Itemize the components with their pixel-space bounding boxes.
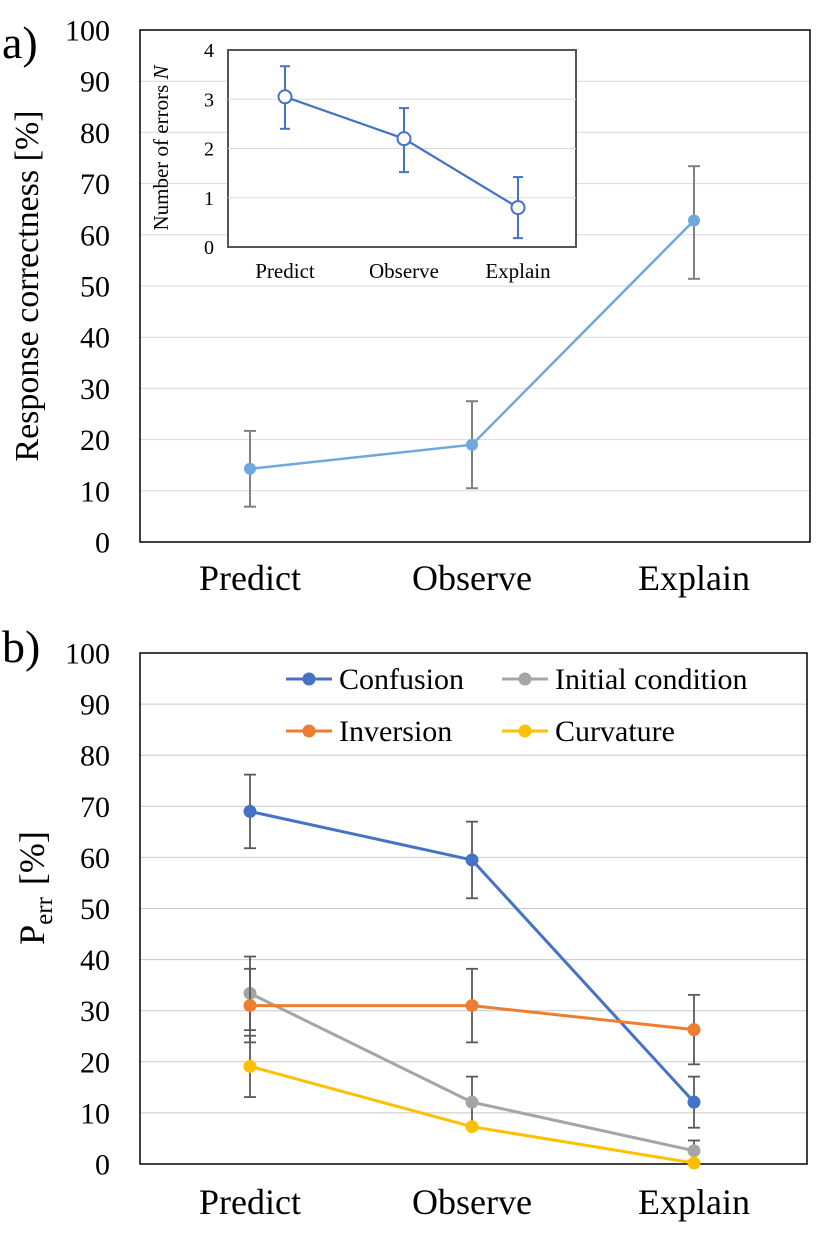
inset-x-tick-labels: Predict Observe Explain <box>255 259 551 283</box>
panel-a-plot-frame <box>139 29 811 543</box>
data-point <box>243 804 257 818</box>
data-point <box>243 1059 257 1073</box>
y-tick-label: 90 <box>80 689 110 722</box>
x-tick-label: Explain <box>638 558 750 598</box>
y-tick-label: 70 <box>80 168 110 201</box>
y-tick-label: 3 <box>204 89 214 111</box>
x-tick-label: Predict <box>199 1182 301 1222</box>
panel-b-y-tick-labels: 0 10 20 30 40 50 60 70 80 90 100 <box>65 638 110 1182</box>
y-tick-label: 20 <box>80 1046 110 1079</box>
panel-a-x-tick-labels: Predict Observe Explain <box>199 558 750 598</box>
data-point <box>465 853 479 867</box>
panel-b-series <box>243 773 701 1170</box>
data-point <box>687 1144 701 1158</box>
y-tick-label: 10 <box>80 1097 110 1130</box>
legend-marker <box>518 724 532 738</box>
data-point <box>688 214 700 227</box>
panel-a-series <box>244 165 700 508</box>
legend-marker <box>302 724 316 738</box>
data-point <box>687 1023 701 1037</box>
panel-a-label: a) <box>2 17 38 68</box>
inset-y-axis-label: Number of errors N <box>149 64 173 230</box>
series-confusion <box>243 773 701 1129</box>
y-tick-label: 30 <box>80 995 110 1028</box>
inset-y-axis-label-text: Number of errors <box>149 79 173 230</box>
data-point <box>510 200 526 216</box>
y-tick-label: 50 <box>80 271 110 304</box>
y-tick-label: 1 <box>204 188 214 210</box>
data-point <box>687 1156 701 1170</box>
y-tick-label: 100 <box>65 638 110 671</box>
panel-b-legend: Confusion Initial condition Inversion Curva… <box>286 663 747 748</box>
series-inversion <box>243 967 701 1066</box>
x-tick-label: Observe <box>369 259 439 283</box>
y-tick-label: 2 <box>204 139 214 161</box>
panel-b-gridlines <box>140 703 807 1114</box>
data-point <box>396 131 412 147</box>
y-tick-label: 100 <box>65 15 110 48</box>
panel-b: b) 0 10 20 30 40 50 60 70 80 90 100 Predict Observe… <box>2 621 808 1222</box>
data-point <box>687 1095 701 1109</box>
data-point <box>277 89 293 105</box>
legend-marker <box>518 672 532 686</box>
x-tick-label: Predict <box>255 259 315 283</box>
y-tick-label: 60 <box>80 842 110 875</box>
y-tick-label: 40 <box>80 944 110 977</box>
x-tick-label: Explain <box>485 259 551 283</box>
inset-y-tick-labels: 0 1 2 3 4 <box>204 40 214 259</box>
data-point <box>465 999 479 1013</box>
series-curvature <box>243 1034 701 1170</box>
panel-b-plot-frame <box>139 652 808 1165</box>
legend-item-inversion: Inversion <box>286 715 452 748</box>
legend-label: Confusion <box>339 663 464 696</box>
inset-y-axis-label-variable: N <box>149 64 173 80</box>
y-tick-label: 20 <box>80 424 110 457</box>
x-tick-label: Observe <box>412 1182 532 1222</box>
x-tick-label: Explain <box>638 1182 750 1222</box>
panel-a-y-tick-labels: 0 10 20 30 40 50 60 70 80 90 100 <box>65 15 110 560</box>
legend-label: Initial condition <box>555 663 747 696</box>
panel-a-y-axis-label: Response correctness [%] <box>9 110 46 461</box>
series-0 <box>277 65 526 240</box>
x-tick-label: Predict <box>199 558 301 598</box>
panel-b-y-axis-label-unit: [%] <box>12 831 52 885</box>
data-point <box>243 999 257 1013</box>
panel-b-x-tick-labels: Predict Observe Explain <box>199 1182 750 1222</box>
y-tick-label: 30 <box>80 373 110 406</box>
y-tick-label: 4 <box>204 40 214 62</box>
y-tick-label: 10 <box>80 475 110 508</box>
y-tick-label: 60 <box>80 219 110 252</box>
y-tick-label: 40 <box>80 322 110 355</box>
panel-b-label: b) <box>2 621 40 672</box>
y-tick-label: 0 <box>95 1149 110 1182</box>
panel-b-y-axis-label: Perr [%] <box>12 831 58 945</box>
legend-label: Curvature <box>555 715 675 748</box>
y-tick-label: 0 <box>204 237 214 259</box>
legend-item-confusion: Confusion <box>286 663 464 696</box>
y-tick-label: 90 <box>80 66 110 99</box>
y-tick-label: 80 <box>80 117 110 150</box>
inset-series <box>277 65 526 240</box>
data-point <box>466 438 478 451</box>
inset-chart: 0 1 2 3 4 Predict Observe Explain Number of er… <box>149 40 577 283</box>
legend-label: Inversion <box>339 715 452 748</box>
legend-marker <box>302 672 316 686</box>
y-tick-label: 0 <box>95 527 110 560</box>
data-point <box>465 1095 479 1109</box>
legend-item-curvature: Curvature <box>502 715 675 748</box>
y-tick-label: 50 <box>80 893 110 926</box>
series-0 <box>244 165 700 508</box>
panel-b-y-axis-label-subscript: err <box>31 896 58 924</box>
y-tick-label: 80 <box>80 740 110 773</box>
panel-b-y-axis-label-main: P <box>12 925 52 945</box>
data-point <box>244 462 256 475</box>
data-point <box>465 1120 479 1134</box>
legend-item-initial-condition: Initial condition <box>502 663 747 696</box>
x-tick-label: Observe <box>412 558 532 598</box>
y-tick-label: 70 <box>80 791 110 824</box>
